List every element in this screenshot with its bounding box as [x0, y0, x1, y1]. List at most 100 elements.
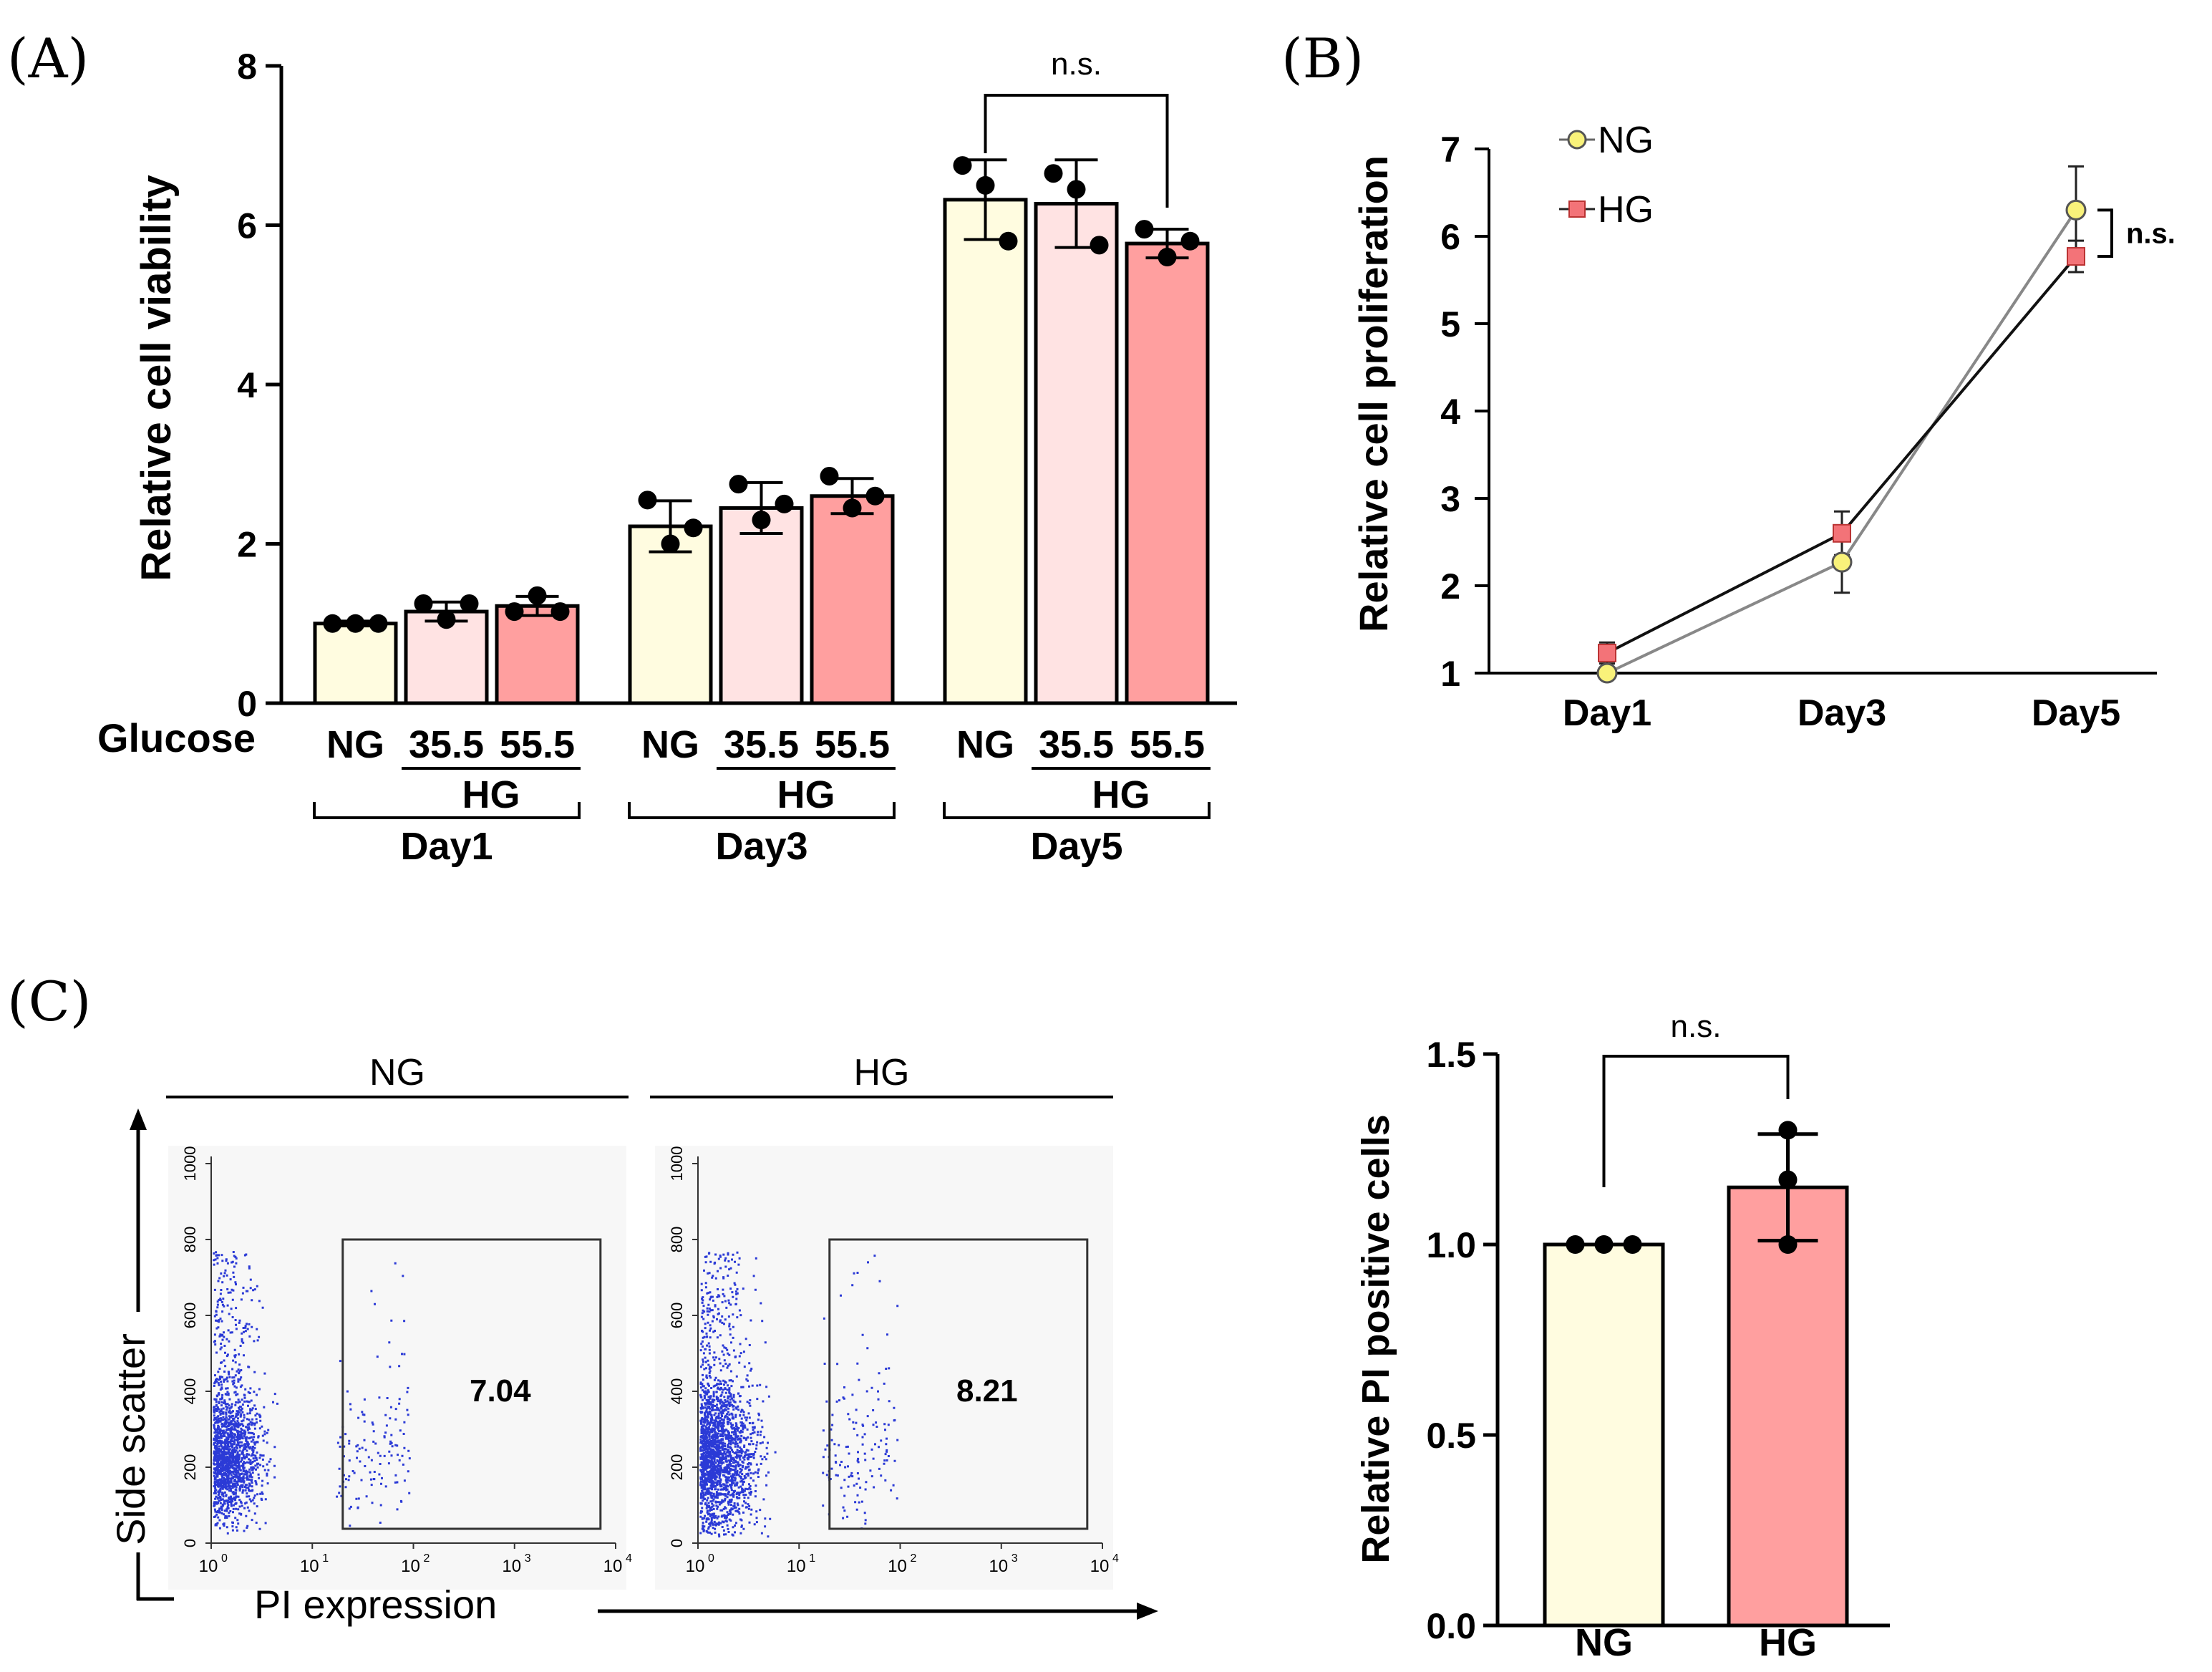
viability-bar: [495, 604, 580, 705]
proliferation-y-tick-label: 3: [1440, 479, 1460, 519]
flow-y-tick-label: 800: [181, 1227, 199, 1253]
pi-x-tick-label: HG: [1759, 1621, 1817, 1664]
flow-x-tick-exponent: 3: [525, 1552, 531, 1565]
flow-x-tick-exponent: 0: [708, 1552, 714, 1565]
side-scatter-arrowhead: [130, 1108, 147, 1130]
flow-gate-box: [828, 1238, 1089, 1530]
viability-bar: [628, 524, 713, 705]
pi-data-point: [1778, 1235, 1798, 1254]
pi-y-tick-label: 0.5: [1426, 1416, 1476, 1456]
pi-bar-ng: [1543, 1242, 1665, 1628]
proliferation-y-tick-label: 6: [1440, 217, 1460, 257]
viability-data-point: [1158, 248, 1177, 266]
viability-x-tick-label: 55.5: [1130, 723, 1205, 766]
flow-x-tick-base: 10: [199, 1557, 218, 1576]
flow-y-tick-label: 0: [181, 1539, 199, 1547]
viability-y-tick-label: 8: [237, 47, 257, 87]
viability-data-point: [953, 156, 972, 175]
flow-y-tick-label: 1000: [668, 1146, 686, 1181]
proliferation-y-tick-label: 1: [1440, 654, 1460, 694]
panel-label-c: (C): [7, 970, 91, 1033]
viability-x-tick-label: NG: [326, 723, 384, 766]
flow-y-tick-label: 400: [181, 1378, 199, 1405]
legend-ng-marker: [1567, 130, 1587, 150]
viability-data-point: [661, 534, 680, 554]
flow-title-hg: HG: [854, 1052, 910, 1093]
pi-data-point: [1778, 1121, 1798, 1140]
flow-y-tick-label: 200: [668, 1454, 686, 1481]
viability-data-point: [346, 614, 365, 633]
viability-bar: [719, 506, 804, 705]
viability-bar-chart: Relative cell viability Glucose 0 2 4 6 8 NG…: [97, 47, 1237, 868]
gate-value-ng: 7.04: [470, 1373, 531, 1408]
viability-significance: n.s.: [984, 47, 1169, 208]
day-group-label: Day5: [1030, 825, 1122, 868]
viability-data-point: [1135, 220, 1154, 239]
series-line-ng: [1606, 209, 2077, 675]
viability-y-tick-label: 4: [237, 365, 257, 405]
day-group-label: Day3: [715, 825, 807, 868]
proliferation-ns-label: n.s.: [2126, 218, 2175, 250]
flow-gate-box: [341, 1238, 602, 1530]
flow-x-tick-exponent: 1: [809, 1552, 815, 1565]
proliferation-x-tick-label: Day5: [2032, 692, 2120, 734]
flow-x-tick-exponent: 1: [322, 1552, 329, 1565]
viability-data-point: [414, 594, 433, 613]
pi-y-tick-label: 1.5: [1426, 1035, 1476, 1075]
viability-data-point: [1067, 180, 1086, 199]
viability-x-tick-label: 35.5: [1039, 723, 1114, 766]
proliferation-marker-hg: [1833, 523, 1851, 543]
proliferation-y-tick-label: 2: [1440, 566, 1460, 607]
viability-data-point: [369, 614, 388, 633]
viability-x-tick-label: NG: [956, 723, 1014, 766]
flow-x-tick-exponent: 2: [911, 1552, 917, 1565]
viability-bar: [810, 494, 895, 705]
day-group-label: Day1: [400, 825, 493, 868]
proliferation-marker-hg: [1598, 643, 1616, 662]
proliferation-line-chart: Relative cell proliferation 1 2 3 4 5 6 7 Day1 D…: [1351, 120, 2175, 734]
proliferation-marker-ng: [1831, 551, 1853, 573]
legend-ng-label: NG: [1598, 120, 1654, 161]
proliferation-x-tick-label: Day1: [1563, 692, 1651, 734]
flow-y-tick-label: 400: [668, 1378, 686, 1405]
flow-x-tick-base: 10: [502, 1557, 521, 1576]
viability-data-point: [684, 518, 703, 538]
viability-bar: [1034, 201, 1119, 705]
legend-hg-label: HG: [1598, 189, 1654, 231]
pi-data-point: [1778, 1170, 1798, 1189]
viability-bars: [313, 156, 1210, 705]
viability-x-tick-label: 55.5: [815, 723, 890, 766]
pi-ns-label: n.s.: [1671, 1009, 1722, 1044]
viability-bar: [313, 622, 398, 705]
viability-data-point: [638, 491, 657, 510]
viability-data-point: [323, 614, 342, 633]
proliferation-axes: 1 2 3 4 5 6 7 Day1 Day3 Day5: [1440, 130, 2157, 734]
proliferation-series: [1596, 165, 2113, 684]
proliferation-marker-ng: [2065, 199, 2087, 221]
pi-data-point: [1594, 1235, 1614, 1254]
flow-cytometry-plots: NG HG Side scatter PI expression 0200400…: [108, 1052, 1158, 1627]
hg-group-label: HG: [462, 773, 520, 816]
viability-x-labels: NG 35.5 55.5 HG Day1 NG 35.5 55.5 HG Day3 NG 35.5 55…: [313, 723, 1211, 868]
legend-hg-marker: [1568, 200, 1586, 218]
viability-data-point: [505, 602, 524, 622]
pi-y-tick-label: 1.0: [1426, 1225, 1476, 1265]
proliferation-legend: NG HG: [1559, 120, 1654, 231]
viability-data-point: [1090, 236, 1109, 255]
viability-ns-label: n.s.: [1051, 47, 1102, 82]
viability-data-point: [976, 175, 995, 195]
flow-scatter-dots: [213, 1251, 411, 1535]
viability-y-axis-label: Relative cell viability: [133, 175, 180, 581]
pi-x-tick-label: NG: [1575, 1621, 1633, 1664]
flow-plot-background: [655, 1146, 1113, 1590]
proliferation-y-tick-label: 5: [1440, 304, 1460, 344]
hg-group-label: HG: [777, 773, 835, 816]
glucose-label: Glucose: [97, 715, 256, 760]
viability-data-point: [865, 486, 885, 506]
proliferation-marker-ng: [1596, 662, 1618, 684]
flow-x-tick-exponent: 4: [626, 1552, 632, 1565]
flow-y-tick-label: 0: [668, 1539, 686, 1547]
flow-x-tick-exponent: 0: [221, 1552, 228, 1565]
